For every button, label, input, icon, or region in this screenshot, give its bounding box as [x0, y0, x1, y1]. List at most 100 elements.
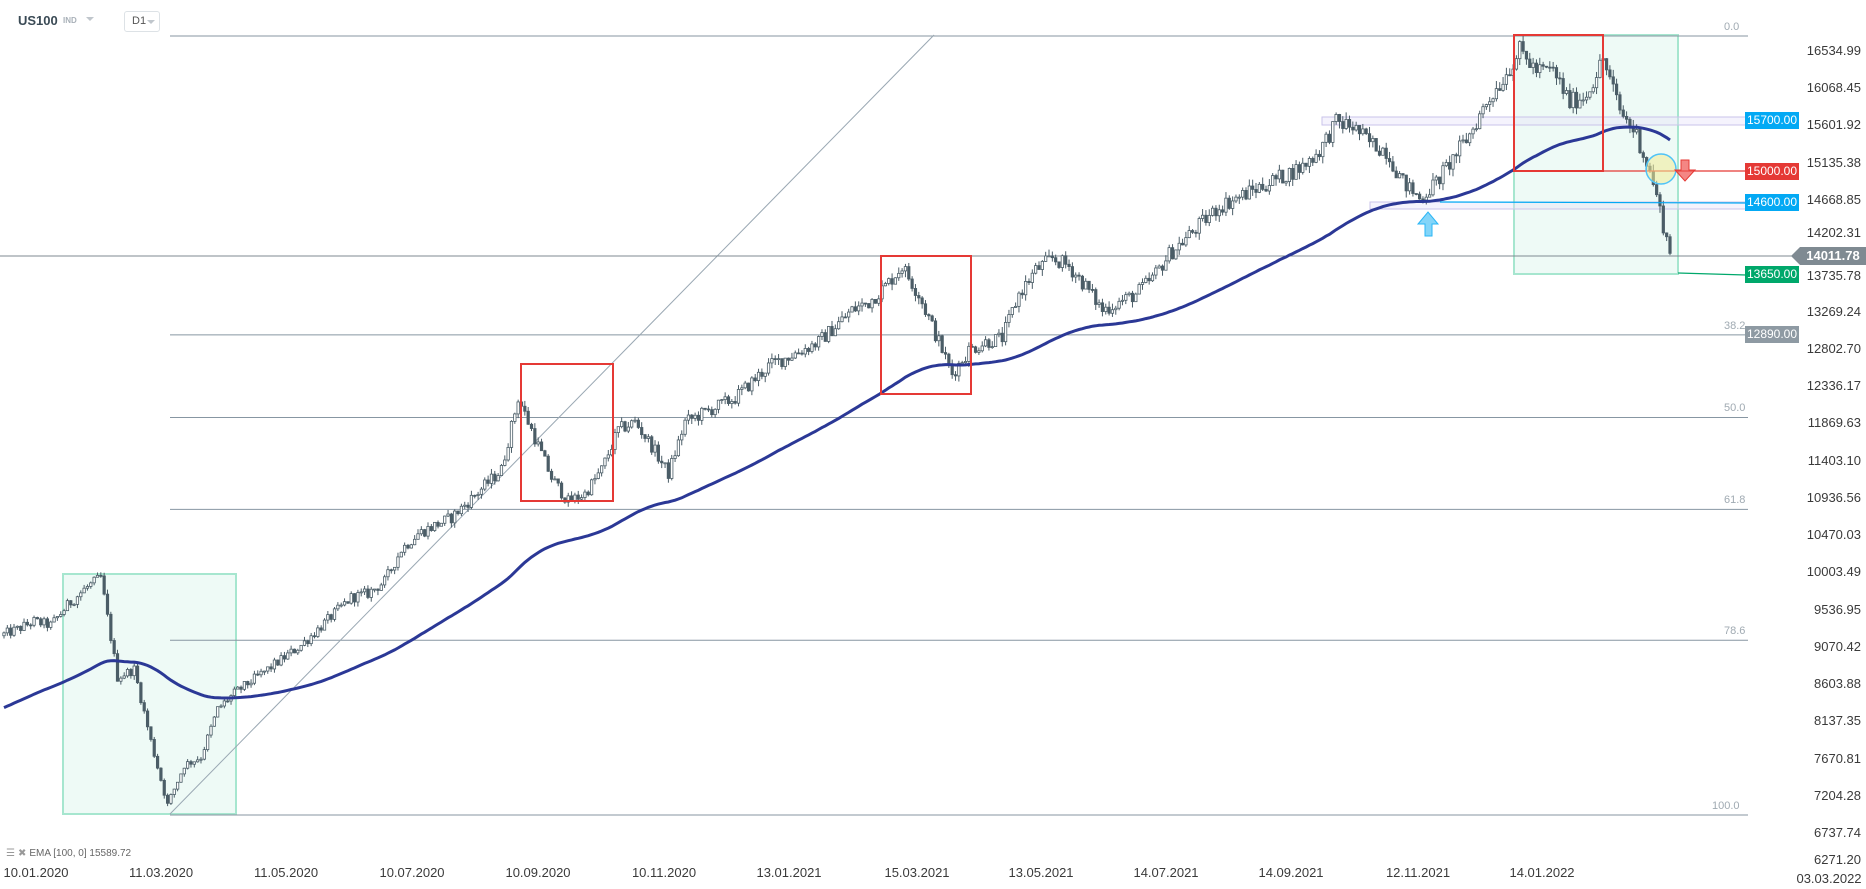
candle [1641, 152, 1645, 158]
candle [1291, 168, 1295, 180]
red-range-box [880, 255, 972, 395]
candle [1498, 88, 1502, 91]
candle [1658, 194, 1662, 207]
candle [246, 681, 250, 686]
candle [820, 332, 824, 337]
fib-level-label: 38.2 [1724, 319, 1746, 332]
candle [973, 346, 978, 353]
candle [1297, 164, 1302, 173]
candle [112, 640, 116, 655]
date-axis-label: 11.05.2020 [253, 865, 319, 880]
price-axis-label: 11403.10 [1807, 452, 1861, 468]
candle [1451, 154, 1455, 170]
candle [1197, 218, 1201, 234]
candle [900, 270, 904, 274]
candle [1134, 293, 1138, 303]
candle [1317, 153, 1322, 158]
candle [1531, 62, 1535, 68]
current-price-label: 14011.78 [1791, 247, 1866, 265]
symbol-name[interactable]: US100 [18, 13, 58, 28]
candle [1568, 90, 1572, 109]
candle [840, 316, 844, 323]
price-axis-label: 12336.17 [1806, 378, 1861, 394]
candle [1404, 174, 1408, 192]
candle [753, 377, 757, 382]
candle [1057, 261, 1061, 268]
ema-line [3, 125, 1671, 709]
candle [262, 670, 267, 673]
candle [2, 632, 6, 637]
candle [683, 419, 687, 435]
candle [413, 538, 417, 546]
candle [1621, 109, 1625, 117]
chevron-down-icon [147, 20, 155, 24]
candle [1371, 138, 1375, 143]
candle [720, 399, 724, 401]
candle [15, 625, 19, 628]
candle [1034, 265, 1038, 274]
candle [549, 470, 554, 480]
candle [616, 426, 620, 433]
candle [937, 335, 941, 342]
candle [1040, 261, 1044, 270]
timeframe-value: D1 [132, 15, 147, 27]
candle [917, 295, 921, 299]
candle [1261, 183, 1265, 190]
candle [1307, 158, 1312, 167]
highlight-circle [1645, 153, 1677, 185]
symbol-dropdown-icon[interactable] [86, 17, 94, 21]
candle [1428, 194, 1432, 198]
candle [1211, 207, 1215, 216]
candle [847, 311, 851, 318]
candle [566, 495, 570, 503]
candle [299, 644, 303, 651]
candle [489, 473, 494, 484]
candle [1114, 307, 1118, 311]
candle [1190, 230, 1195, 233]
timeframe-select[interactable]: D1 [124, 11, 160, 32]
indicator-legend: ☰ ✖ EMA [100, 0] 15589.72 [6, 848, 131, 860]
candle [1521, 41, 1525, 52]
candle [1628, 118, 1632, 128]
candle [773, 358, 777, 360]
candle [369, 588, 373, 598]
candle [259, 670, 263, 676]
candle [179, 773, 183, 783]
candle [1174, 249, 1178, 260]
candle [1070, 266, 1074, 278]
candle [770, 358, 774, 364]
price-axis-label: 8137.35 [1814, 713, 1861, 729]
candle [1361, 128, 1365, 135]
candle [296, 649, 300, 654]
candle [459, 505, 463, 515]
remove-icon[interactable]: ✖ [17, 848, 27, 859]
candle [1147, 277, 1151, 282]
price-axis-label: 7204.28 [1814, 787, 1861, 803]
candle [503, 459, 507, 466]
candle [1588, 91, 1592, 98]
candle [650, 436, 654, 453]
candle [1284, 181, 1288, 184]
candle [152, 739, 156, 757]
candle [1074, 274, 1078, 278]
candle [49, 621, 53, 628]
candle [957, 362, 961, 377]
candle [1635, 129, 1639, 133]
candle [19, 625, 23, 631]
date-axis-label: 11.03.2020 [128, 865, 194, 880]
candle [1464, 139, 1468, 144]
candle [1421, 198, 1425, 201]
settings-icon[interactable]: ☰ [6, 848, 15, 859]
candle [206, 734, 210, 751]
candle [342, 601, 347, 606]
candle [242, 681, 246, 690]
price-axis-label: 13269.24 [1806, 303, 1861, 319]
candle [189, 761, 193, 765]
candle [1044, 255, 1048, 262]
candle [1154, 267, 1158, 276]
candle [850, 306, 854, 313]
candle [356, 592, 360, 603]
candle [983, 339, 988, 347]
candle [1010, 307, 1014, 315]
